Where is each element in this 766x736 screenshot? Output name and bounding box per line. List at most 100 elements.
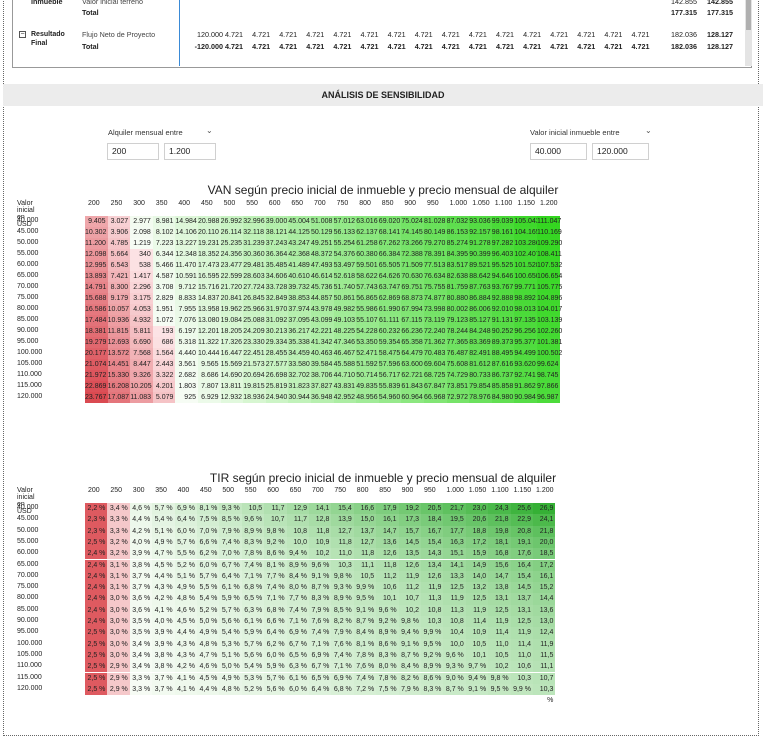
- collapse-icon[interactable]: −: [19, 31, 26, 38]
- matrix-cell: 101.381: [537, 337, 563, 348]
- matrix-cell: 53.497: [333, 260, 357, 271]
- row-label: 40.000: [17, 217, 39, 224]
- chevron-down-icon[interactable]: ⌄: [645, 126, 652, 135]
- matrix-cell: 10,5 %: [241, 503, 265, 523]
- scrollbar-thumb[interactable]: [746, 0, 751, 30]
- matrix-cell: 5,7 %: [264, 672, 287, 684]
- matrix-cell: 60.964: [401, 392, 424, 403]
- matrix-cell: 3,9 %: [152, 638, 175, 650]
- matrix-cell: 9,3 %: [331, 582, 354, 594]
- matrix-cell: 99.039: [491, 216, 515, 227]
- matrix-cell: 93.620: [514, 359, 537, 370]
- row-label: 85.000: [17, 316, 39, 323]
- matrix-cell: 16,7 %: [421, 525, 444, 546]
- column-header: 1.100: [494, 200, 513, 207]
- matrix-cell: 17,2 %: [465, 536, 489, 557]
- matrix-cell: 15.330: [107, 370, 131, 381]
- matrix-cell: 11,0 %: [510, 649, 533, 670]
- matrix-cell: 3.906: [107, 227, 131, 238]
- column-header: 800: [359, 200, 371, 207]
- matrix-cell: 6,3 %: [286, 661, 309, 673]
- row-header-label: Valor inicial en USD: [17, 200, 35, 228]
- matrix-cell: 7,1 %: [286, 616, 309, 628]
- matrix-cell: 10,8 %: [421, 604, 444, 625]
- cell-value: 4.721: [252, 30, 271, 39]
- matrix-cell: 81.759: [446, 282, 470, 293]
- matrix-cell: 72.388: [401, 249, 424, 260]
- matrix-cell: 84.248: [469, 326, 492, 337]
- matrix-cell: 2,5 %: [85, 627, 108, 639]
- value-min-input[interactable]: 40.000: [530, 143, 587, 160]
- matrix-cell: 11,4 %: [465, 616, 489, 636]
- matrix-cell: 20.694: [243, 370, 266, 381]
- row-label: 120.000: [17, 393, 43, 400]
- matrix-cell: 8,1 %: [264, 559, 287, 571]
- chevron-down-icon[interactable]: ⌄: [206, 126, 213, 135]
- matrix-cell: 88.642: [469, 271, 492, 282]
- matrix-cell: 10,0 %: [286, 536, 309, 557]
- matrix-cell: 36.948: [311, 392, 334, 403]
- matrix-cell: 95.525: [491, 260, 515, 271]
- matrix-cell: 4,4 %: [152, 570, 175, 583]
- matrix-cell: 27.577: [265, 359, 289, 370]
- vertical-scrollbar[interactable]: [745, 0, 752, 66]
- matrix-cell: 54.228: [356, 326, 379, 337]
- matrix-cell: 5,0 %: [197, 616, 220, 628]
- matrix-cell: 6,5 %: [286, 649, 309, 662]
- matrix-cell: 21.573: [243, 359, 266, 370]
- matrix-cell: 9,8 %: [488, 672, 511, 684]
- matrix-cell: 104.165: [514, 227, 540, 238]
- matrix-cell: 83.517: [446, 260, 470, 271]
- matrix-cell: 10,3 %: [421, 616, 444, 636]
- matrix-cell: 13.080: [198, 315, 221, 326]
- cell-value: 4.721: [468, 30, 487, 39]
- matrix-cell: 7,4 %: [309, 627, 332, 639]
- matrix-cell: 74.729: [446, 370, 470, 381]
- matrix-cell: 56.717: [378, 370, 402, 381]
- matrix-cell: 79.854: [469, 381, 492, 392]
- matrix-cell: 5,1 %: [174, 570, 197, 583]
- matrix-cell: 39.732: [288, 282, 311, 293]
- matrix-cell: 8,0 %: [286, 582, 309, 594]
- matrix-cell: 8,0 %: [376, 661, 399, 673]
- matrix-cell: 27.724: [243, 282, 266, 293]
- matrix-cell: 4.932: [130, 315, 153, 326]
- matrix-cell: 11,2 %: [376, 570, 399, 591]
- rent-filter-label: Alquiler mensual entre: [108, 128, 183, 137]
- matrix-cell: 8,5 %: [219, 514, 242, 526]
- matrix-cell: 4,3 %: [174, 638, 197, 650]
- matrix-cell: 21.972: [85, 370, 108, 381]
- column-header: 650: [291, 200, 304, 207]
- matrix-cell: 19.962: [220, 304, 244, 315]
- rent-max-input[interactable]: 1.200: [164, 143, 216, 160]
- cell-value: 4.721: [279, 30, 298, 39]
- rent-min-input[interactable]: 200: [107, 143, 159, 160]
- matrix-cell: 90.984: [514, 392, 537, 403]
- matrix-cell: 4,5 %: [152, 559, 175, 571]
- matrix-cell: 7.568: [130, 348, 153, 359]
- matrix-cell: 4.785: [107, 238, 131, 249]
- matrix-cell: 12.693: [107, 337, 131, 348]
- matrix-cell: 10.302: [85, 227, 108, 238]
- matrix-cell: 61.111: [378, 315, 402, 326]
- value-max-input[interactable]: 120.000: [592, 143, 649, 160]
- matrix-cell: 9,9 %: [353, 582, 377, 594]
- matrix-cell: 53.350: [356, 337, 379, 348]
- matrix-cell: 12,8 %: [309, 514, 332, 535]
- matrix-cell: 3.322: [152, 370, 176, 381]
- matrix-cell: 49.982: [333, 304, 357, 315]
- matrix-cell: 36.217: [288, 326, 311, 337]
- matrix-cell: 19,1 %: [510, 536, 533, 557]
- matrix-cell: 20.110: [198, 227, 221, 238]
- cell-value: 4.721: [496, 30, 514, 39]
- matrix-cell: 4,6 %: [129, 503, 153, 515]
- matrix-cell: 16.595: [198, 271, 221, 282]
- matrix-cell: 87.616: [491, 359, 515, 370]
- matrix-cell: 23.477: [220, 260, 244, 271]
- matrix-cell: 14,3 %: [421, 548, 444, 568]
- matrix-cell: 8,1 %: [197, 503, 220, 515]
- matrix-cell: 5,6 %: [264, 683, 287, 696]
- matrix-cell: 6,1 %: [286, 672, 309, 684]
- matrix-cell: 15,4 %: [421, 536, 444, 557]
- matrix-cell: 12.098: [85, 249, 108, 260]
